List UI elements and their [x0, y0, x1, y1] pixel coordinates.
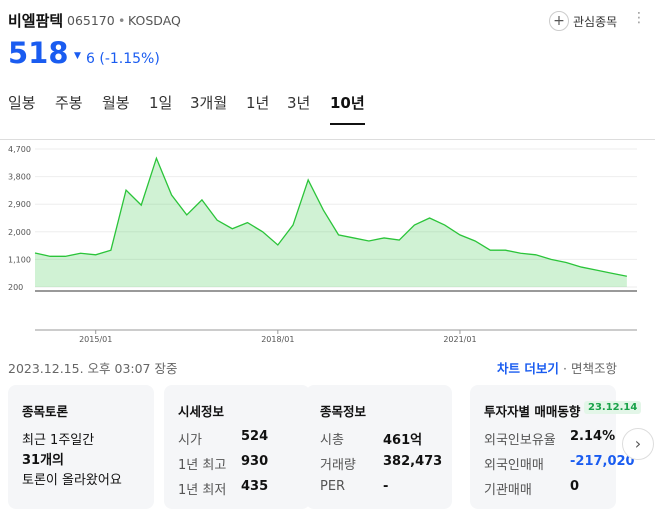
separator: •: [118, 13, 126, 28]
datetime: 2023.12.15. 오후 03:07 장중: [8, 361, 178, 376]
stock-code: 065170: [67, 13, 115, 28]
y-tick-label: 4,700: [8, 145, 31, 154]
row-label: 기관매매: [484, 483, 532, 498]
watch-button[interactable]: 관심종목: [573, 15, 618, 29]
x-tick-label: 2015/01: [79, 335, 112, 344]
row-value: -: [383, 479, 389, 494]
price-change: 6 (-1.15%): [86, 51, 160, 67]
row-value: -217,020: [570, 454, 635, 469]
more-menu[interactable]: ⋮: [632, 10, 646, 26]
card-title: 종목정보: [320, 404, 367, 419]
row-value: 2.14%: [570, 429, 616, 444]
add-icon[interactable]: +: [549, 11, 569, 31]
current-price: 518: [8, 36, 69, 70]
dot: ·: [563, 361, 571, 376]
row-value: 382,473: [383, 454, 443, 469]
tab[interactable]: 월봉: [102, 94, 130, 112]
row-value: 435: [241, 479, 269, 494]
row-label: 1년 최고: [178, 458, 227, 473]
row-value: 0: [570, 479, 580, 494]
tab[interactable]: 1일: [149, 94, 173, 112]
row-label: PER: [320, 479, 346, 494]
row-label: 시총: [320, 433, 344, 448]
disclaimer[interactable]: · 면책조항: [563, 358, 617, 377]
tab[interactable]: 1년: [246, 94, 270, 112]
row-value: 524: [241, 429, 269, 444]
card[interactable]: 투자자별 매매동향 23.12.14 외국인보유율 2.14% 외국인매매 -217,02…: [470, 385, 642, 509]
tab[interactable]: 일봉: [8, 94, 36, 112]
stock-name: 비엘팜텍: [8, 12, 64, 30]
row-label: 거래량: [320, 458, 356, 473]
market: KOSDAQ: [128, 13, 181, 28]
tab[interactable]: 3년: [287, 94, 311, 112]
row-label: 1년 최저: [178, 483, 227, 498]
card-text: 최근 1주일간: [22, 433, 95, 448]
tab[interactable]: 주봉: [55, 94, 83, 112]
y-tick-label: 2,000: [8, 228, 31, 237]
y-tick-label: 3,800: [8, 173, 31, 182]
chart-more[interactable]: 차트 더보기: [497, 361, 559, 376]
card-title: 시세정보: [178, 404, 225, 419]
price-line: [34, 156, 628, 277]
divider: [0, 139, 655, 140]
disclaimer-text: 면책조항: [570, 361, 617, 376]
y-tick-label: 200: [8, 283, 23, 292]
badge: 23.12.14: [584, 401, 642, 414]
y-tick-label: 1,100: [8, 255, 31, 264]
card-title: 종목토론: [22, 404, 69, 419]
next-button[interactable]: ›: [622, 428, 654, 460]
row-value: 461억: [383, 433, 423, 448]
tab[interactable]: 10년: [330, 92, 365, 125]
card-text: 토론이 올라왔어요: [22, 473, 122, 488]
row-label: 외국인매매: [484, 458, 544, 473]
row-value: 930: [241, 454, 269, 469]
card-title: 투자자별 매매동향: [484, 404, 581, 419]
card-text: 31개의: [22, 453, 65, 468]
x-tick-label: 2018/01: [261, 335, 294, 344]
row-label: 시가: [178, 433, 202, 448]
y-tick-label: 2,900: [8, 200, 31, 209]
down-arrow: ▼: [74, 51, 81, 61]
chart: 200 1,100 2,000 2,900 3,800 4,700 2015/01 2018/…: [8, 145, 637, 344]
row-label: 외국인보유율: [484, 433, 556, 448]
x-tick-label: 2021/01: [443, 335, 476, 344]
tab[interactable]: 3개월: [190, 94, 228, 112]
